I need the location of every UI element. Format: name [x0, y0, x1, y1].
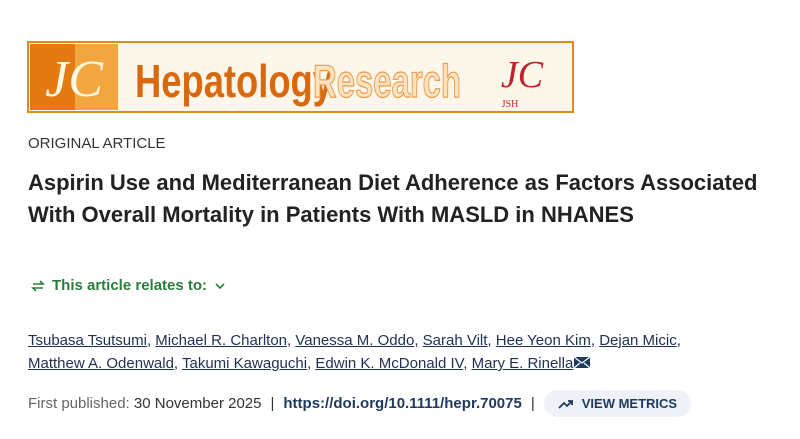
author-separator: , [173, 355, 179, 372]
society-mark: JC [501, 54, 544, 96]
author-name[interactable]: Dejan Micic [599, 332, 677, 349]
author-separator: , [590, 332, 596, 349]
relates-to[interactable]: This article relates to: [30, 277, 227, 294]
trend-icon [558, 399, 573, 409]
journal-word-2: Research [313, 55, 461, 107]
chevron-icon [215, 282, 225, 289]
mail-icon[interactable] [573, 356, 591, 369]
author-name[interactable]: Takumi Kawaguchi [182, 355, 308, 372]
author-name[interactable]: Sarah Vilt [422, 332, 488, 349]
journal-banner[interactable]: JC Hepatology Research JC JSH [27, 41, 575, 114]
first-published-date: 30 November 2025 [133, 395, 262, 412]
separator: | [270, 395, 275, 412]
author-separator: , [463, 355, 468, 372]
author-name[interactable]: Vanessa M. Oddo [295, 332, 415, 349]
swap-icon [31, 279, 45, 292]
author-name[interactable]: Tsubasa Tsutsumi [28, 332, 147, 349]
relates-label: This article relates to: [52, 277, 208, 294]
first-published-label: First published: [28, 395, 130, 412]
logo-mark: JC [45, 51, 104, 108]
author-separator: , [487, 332, 492, 349]
logo-block-dark [30, 44, 75, 110]
journal-word-1: Hepatology [135, 55, 333, 107]
article-type: ORIGINAL ARTICLE [28, 135, 166, 152]
view-metrics-button[interactable]: VIEW METRICS [543, 390, 692, 417]
article-title: Aspirin Use and Mediterranean Diet Adher… [28, 170, 758, 227]
author-separator: , [287, 332, 292, 349]
author-name[interactable]: Hee Yeon Kim [495, 332, 591, 349]
society-name: JSH [502, 99, 519, 110]
banner-frame [27, 41, 574, 113]
author-separator: , [414, 332, 419, 349]
separator: | [530, 395, 535, 412]
author-separator: , [307, 355, 312, 372]
doi-link[interactable]: https://doi.org/10.1111/hepr.70075 [283, 395, 522, 412]
author-separator: , [146, 332, 152, 349]
author-separator: , [676, 332, 681, 349]
view-metrics-label: VIEW METRICS [581, 396, 678, 411]
author-name[interactable]: Edwin K. McDonald IV [315, 355, 464, 372]
author-name[interactable]: Matthew A. Odenwald [28, 355, 174, 372]
publication-info: First published: 30 November 2025 | http… [28, 390, 692, 417]
author-name[interactable]: Michael R. Charlton [155, 332, 288, 349]
author-name[interactable]: Mary E. Rinella [471, 355, 574, 372]
author-list: Tsubasa Tsutsumi, Michael R. Charlton, V… [28, 329, 728, 375]
